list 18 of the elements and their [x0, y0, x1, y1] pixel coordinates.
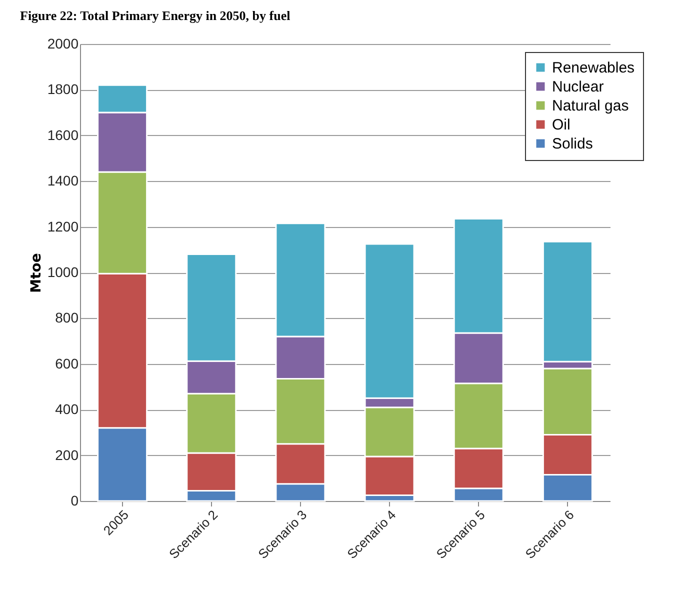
legend-label: Solids	[552, 136, 593, 152]
y-tick-label: 200	[55, 446, 79, 463]
y-tick-label: 400	[55, 401, 79, 418]
legend-label: Oil	[552, 116, 570, 134]
y-tick-label: 1200	[47, 218, 79, 234]
y-axis-title: Mtoe	[28, 253, 44, 293]
y-tick-label: 1000	[47, 264, 79, 280]
chart-title: Figure 22: Total Primary Energy in 2050, by fuel	[20, 8, 291, 23]
legend-label: Renewables	[552, 60, 635, 76]
y-tick-label: 1400	[47, 172, 79, 189]
y-tick-label: 1600	[47, 126, 79, 143]
y-tick-label: 2000	[47, 36, 79, 52]
legend-label: Natural gas	[552, 98, 629, 114]
y-tick-label: 0	[70, 492, 79, 508]
legend-label: Nuclear	[552, 78, 604, 96]
y-tick-label: 800	[55, 310, 79, 326]
y-tick-label: 600	[55, 355, 79, 372]
y-tick-label: 1800	[47, 81, 79, 98]
